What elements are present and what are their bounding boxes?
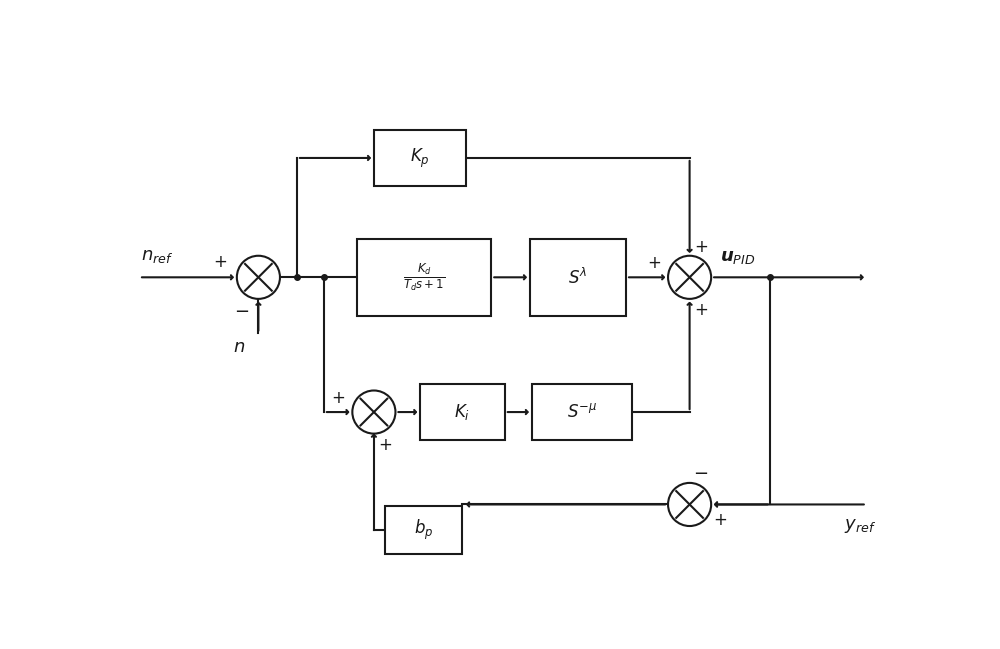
Text: $\frac{K_d}{T_d s+1}$: $\frac{K_d}{T_d s+1}$ <box>403 262 445 293</box>
Text: $y_{ref}$: $y_{ref}$ <box>844 517 876 535</box>
Circle shape <box>668 483 711 526</box>
Text: +: + <box>647 254 661 273</box>
FancyBboxPatch shape <box>532 384 632 440</box>
Text: +: + <box>379 436 392 454</box>
Circle shape <box>668 256 711 299</box>
FancyBboxPatch shape <box>385 506 462 554</box>
FancyBboxPatch shape <box>530 239 626 316</box>
Circle shape <box>352 391 395 434</box>
Text: $n_{ref}$: $n_{ref}$ <box>141 247 173 265</box>
Text: $S^{\lambda}$: $S^{\lambda}$ <box>568 267 588 288</box>
Text: $\boldsymbol{u}_{PID}$: $\boldsymbol{u}_{PID}$ <box>720 247 756 265</box>
Text: $S^{-\mu}$: $S^{-\mu}$ <box>567 403 597 421</box>
Text: $n$: $n$ <box>233 337 245 356</box>
FancyBboxPatch shape <box>357 239 491 316</box>
FancyBboxPatch shape <box>374 130 466 186</box>
Circle shape <box>237 256 280 299</box>
Text: $K_p$: $K_p$ <box>410 147 430 169</box>
Text: $b_p$: $b_p$ <box>414 518 434 542</box>
Text: +: + <box>694 238 708 256</box>
Text: +: + <box>694 301 708 319</box>
FancyBboxPatch shape <box>420 384 505 440</box>
Text: −: − <box>694 465 709 483</box>
Text: −: − <box>234 303 249 321</box>
Text: +: + <box>332 389 345 407</box>
Text: +: + <box>713 511 727 529</box>
Text: +: + <box>213 253 227 271</box>
Text: $K_i$: $K_i$ <box>454 402 470 422</box>
